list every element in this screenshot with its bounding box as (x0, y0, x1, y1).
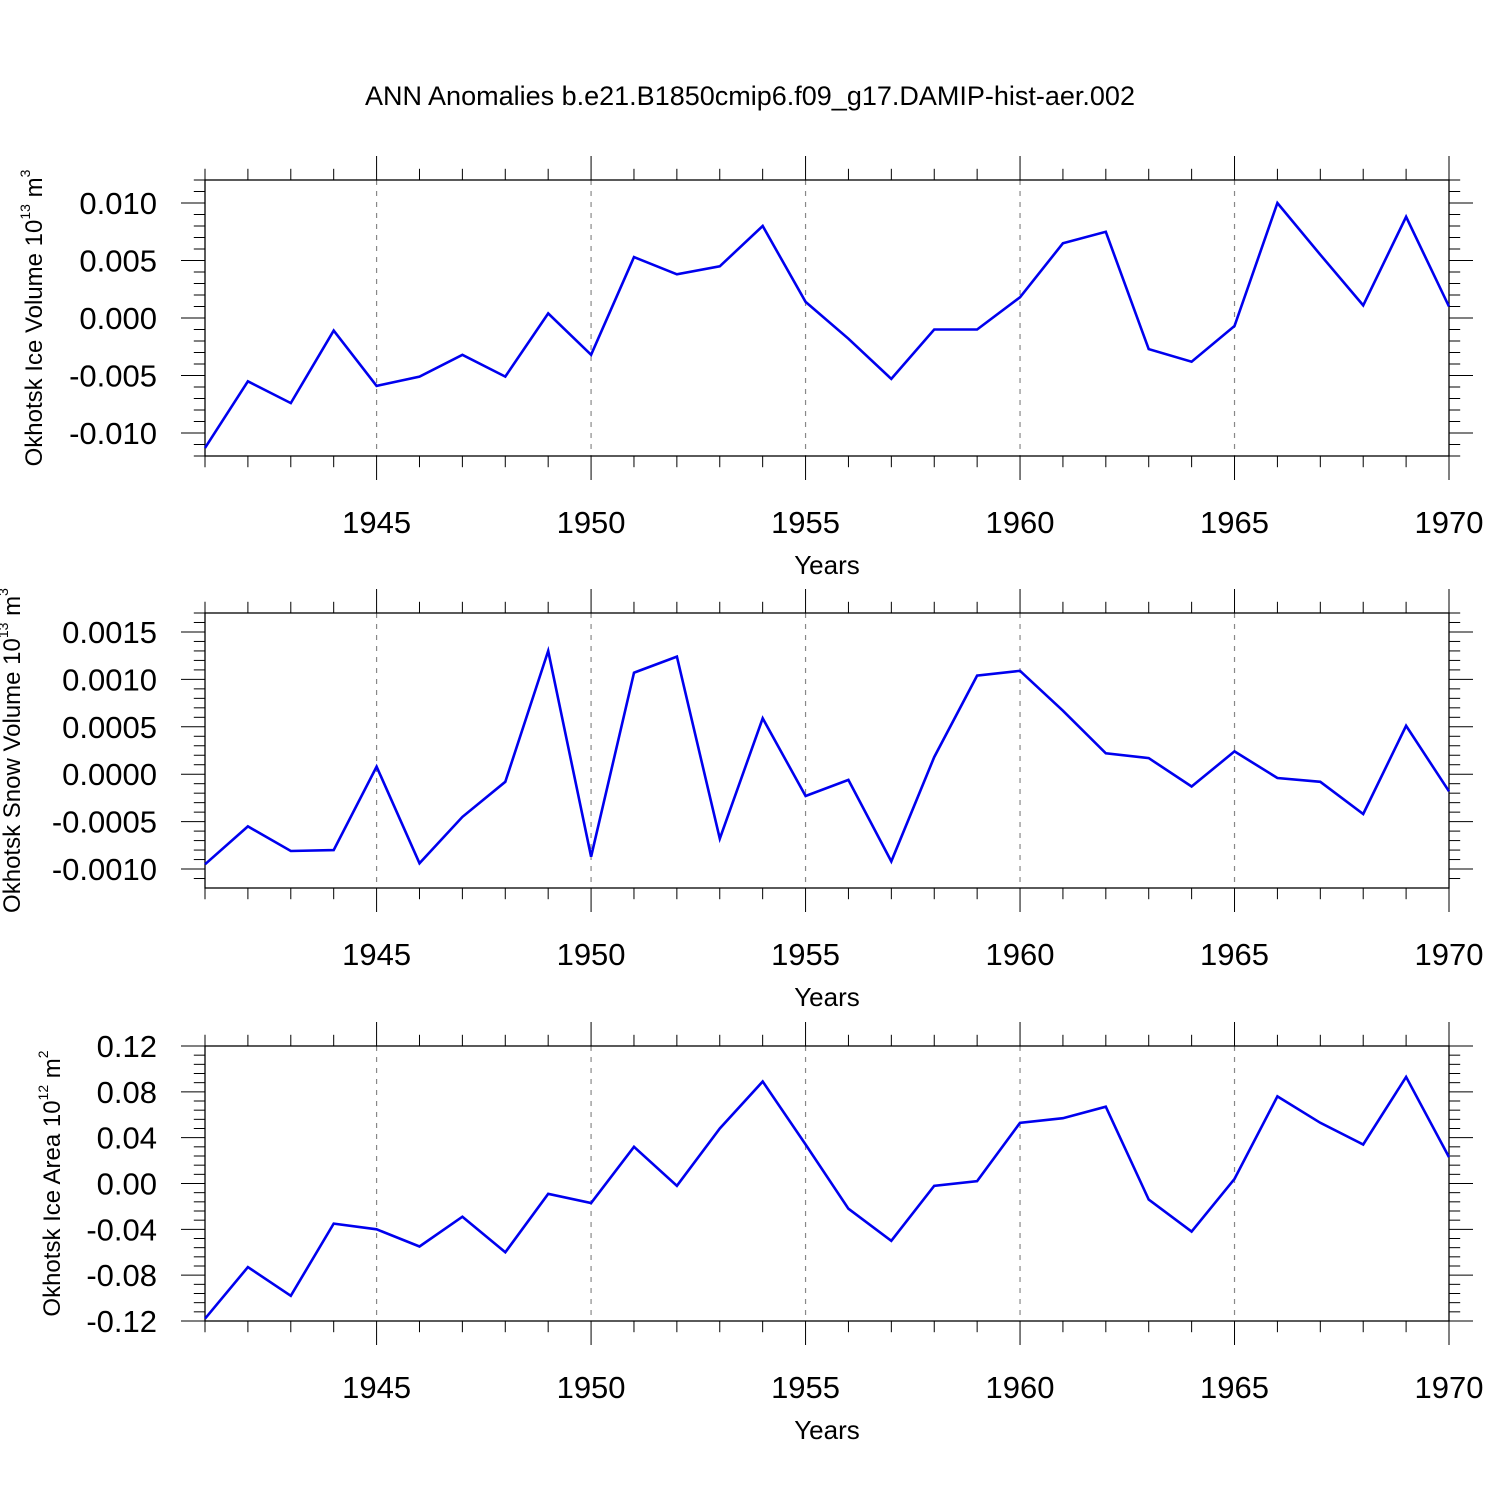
y-tick-label: -0.12 (86, 1304, 157, 1339)
y-tick-label: -0.010 (69, 416, 157, 451)
x-tick-label-1945: 1945 (342, 505, 411, 540)
panels: 1945 1950 1955 1960 1965 1970 Years -0.010 -0.00… (0, 156, 1483, 1445)
y-tick-label: -0.005 (69, 359, 157, 394)
y-tick-label: 0.0010 (62, 662, 157, 697)
x-tick-label-1970: 1970 (1415, 1370, 1484, 1405)
x-axis-label: Years (794, 1415, 860, 1445)
y-axis-label: Okhotsk Snow Volume 1013 m3 (0, 588, 26, 913)
y-tick-label: -0.08 (86, 1258, 157, 1293)
x-tick-label-1970: 1970 (1415, 505, 1484, 540)
y-tick-label: 0.12 (97, 1029, 157, 1064)
x-tick-label-1960: 1960 (986, 1370, 1055, 1405)
plot-frame (204, 1045, 1450, 1322)
x-tick-label-1960: 1960 (986, 937, 1055, 972)
x-tick-label-1945: 1945 (342, 937, 411, 972)
y-tick-label: 0.000 (79, 301, 157, 336)
x-axis-label: Years (794, 550, 860, 580)
x-tick-label-1965: 1965 (1200, 1370, 1269, 1405)
x-tick-label-1945: 1945 (342, 1370, 411, 1405)
x-axis-label: Years (794, 982, 860, 1012)
x-tick-label-1955: 1955 (771, 937, 840, 972)
y-tick-label: 0.0005 (62, 710, 157, 745)
y-axis-label: Okhotsk Ice Volume 1013 m3 (17, 169, 48, 466)
y-tick-label: -0.0010 (52, 852, 157, 887)
panel-ice-area: 1945 1950 1955 1960 1965 1970 Years -0.12 -0.08 -… (35, 1022, 1483, 1445)
y-tick-label: 0.005 (79, 244, 157, 279)
y-tick-label: 0.0015 (62, 615, 157, 650)
x-tick-label-1950: 1950 (557, 505, 626, 540)
x-tick-label-1970: 1970 (1415, 937, 1484, 972)
y-tick-label: 0.00 (97, 1167, 157, 1202)
plot-frame (204, 612, 1450, 889)
panel-snow-volume: 1945 1950 1955 1960 1965 1970 Years -0.0010 -0.0… (0, 588, 1483, 1012)
x-tick-label-1965: 1965 (1200, 505, 1269, 540)
x-tick-label-1950: 1950 (557, 1370, 626, 1405)
series-line-snow-volume (204, 645, 1451, 866)
y-tick-label: 0.08 (97, 1075, 157, 1110)
y-tick-label: 0.04 (97, 1121, 157, 1156)
x-tick-label-1950: 1950 (557, 937, 626, 972)
y-axis-label: Okhotsk Ice Area 1012 m2 (35, 1050, 66, 1316)
x-tick-label-1955: 1955 (771, 1370, 840, 1405)
y-tick-label: 0.0000 (62, 757, 157, 792)
figure-title: ANN Anomalies b.e21.B1850cmip6.f09_g17.D… (365, 81, 1135, 111)
x-tick-label-1955: 1955 (771, 505, 840, 540)
series-line-ice-area (204, 1074, 1451, 1320)
x-tick-label-1965: 1965 (1200, 937, 1269, 972)
series-line-ice-volume (203, 200, 1451, 449)
y-tick-label: -0.0005 (52, 805, 157, 840)
x-tick-label-1960: 1960 (986, 505, 1055, 540)
y-tick-label: -0.04 (86, 1212, 157, 1247)
panel-ice-volume: 1945 1950 1955 1960 1965 1970 Years -0.010 -0.00… (17, 156, 1483, 580)
y-tick-label: 0.010 (79, 186, 157, 221)
plot-frame (204, 179, 1450, 457)
